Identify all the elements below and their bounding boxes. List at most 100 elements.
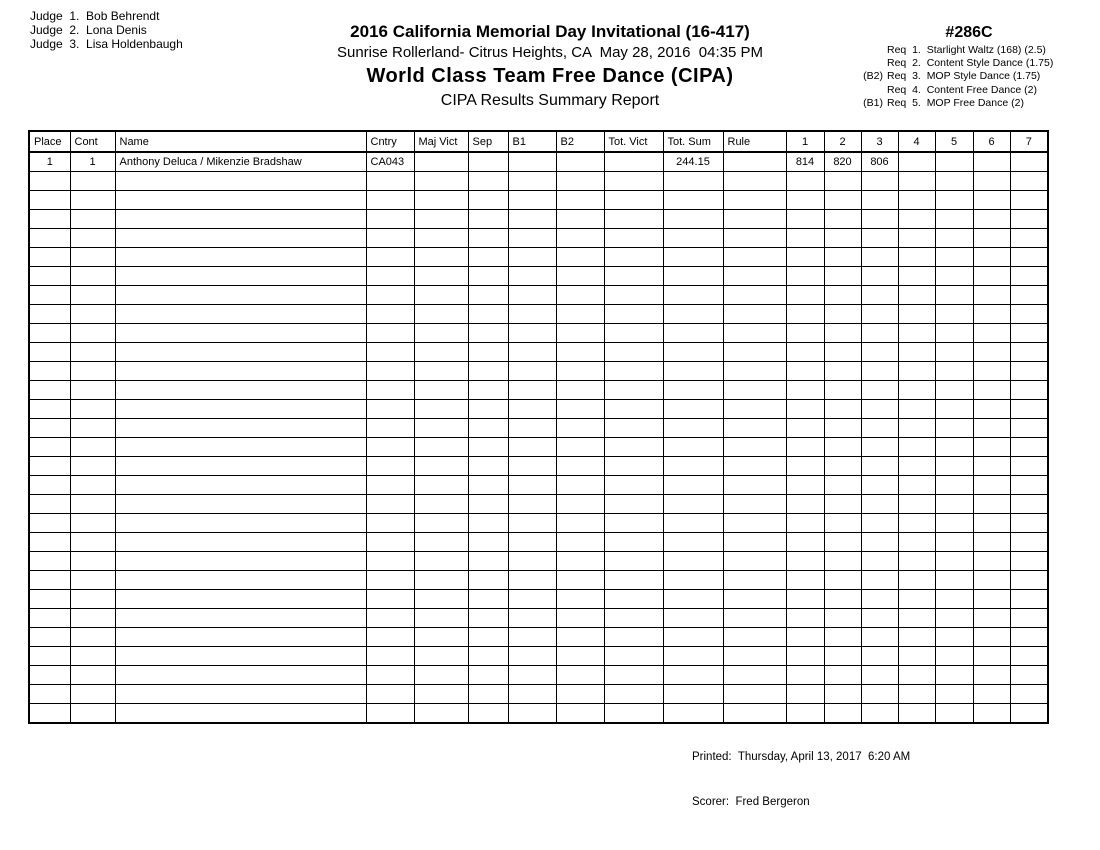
table-cell	[467, 646, 509, 666]
table-cell	[114, 304, 367, 324]
table-cell	[28, 551, 71, 571]
table-cell	[662, 627, 724, 647]
table-cell	[413, 171, 469, 191]
table-cell	[722, 437, 787, 457]
table-cell	[467, 513, 509, 533]
table-cell	[603, 399, 664, 419]
table-cell	[823, 285, 862, 305]
table-cell	[722, 532, 787, 552]
table-cell	[114, 285, 367, 305]
table-cell	[603, 475, 664, 495]
requirement-text: Req 2. Content Style Dance (1.75)	[887, 57, 1054, 70]
table-cell	[934, 380, 974, 400]
table-cell	[860, 456, 899, 476]
table-cell	[1009, 151, 1049, 172]
table-cell	[603, 380, 664, 400]
empty-row	[28, 570, 1049, 590]
table-cell	[413, 285, 469, 305]
table-cell	[1009, 266, 1049, 286]
column-header: Rule	[722, 130, 787, 153]
empty-row	[28, 646, 1049, 666]
table-cell	[467, 247, 509, 267]
table-cell	[114, 361, 367, 381]
table-cell	[413, 456, 469, 476]
table-cell	[507, 209, 557, 229]
table-cell	[823, 551, 862, 571]
table-cell	[507, 380, 557, 400]
table-cell	[114, 437, 367, 457]
table-cell	[365, 570, 415, 590]
table-cell	[69, 532, 116, 552]
table-cell	[897, 209, 936, 229]
table-cell	[467, 532, 509, 552]
table-cell	[28, 475, 71, 495]
table-cell	[722, 551, 787, 571]
table-cell	[785, 228, 825, 248]
scorer-line: Scorer: Fred Bergeron	[692, 796, 810, 808]
table-cell	[413, 532, 469, 552]
table-cell	[934, 494, 974, 514]
table-cell	[365, 228, 415, 248]
table-cell	[28, 437, 71, 457]
table-cell	[722, 209, 787, 229]
table-cell	[662, 456, 724, 476]
table-cell	[1009, 684, 1049, 704]
column-header: Name	[114, 130, 367, 153]
header-row: Place Cont Name Cntry Maj Vict Sep B1 B2 Tot. Vi…	[28, 130, 1049, 153]
table-cell	[114, 665, 367, 685]
table-cell	[507, 266, 557, 286]
table-cell	[934, 323, 974, 343]
column-header: 7	[1009, 130, 1049, 153]
table-cell	[934, 171, 974, 191]
table-cell	[860, 703, 899, 724]
table-cell	[972, 456, 1011, 476]
table-cell: 814	[785, 151, 825, 172]
table-cell	[934, 437, 974, 457]
table-cell	[722, 494, 787, 514]
table-cell: CA043	[365, 151, 415, 172]
table-cell	[603, 703, 664, 724]
table-cell	[413, 247, 469, 267]
empty-row	[28, 285, 1049, 305]
table-cell	[897, 532, 936, 552]
table-cell	[722, 456, 787, 476]
table-cell	[785, 361, 825, 381]
table-cell	[860, 228, 899, 248]
table-cell	[785, 285, 825, 305]
table-cell	[897, 418, 936, 438]
requirement-line: (B2) Req 3. MOP Style Dance (1.75)	[853, 70, 1085, 83]
table-cell	[365, 684, 415, 704]
table-cell	[662, 703, 724, 724]
table-cell	[413, 209, 469, 229]
table-cell	[365, 190, 415, 210]
table-cell	[28, 380, 71, 400]
table-cell	[467, 494, 509, 514]
table-cell	[1009, 285, 1049, 305]
event-code: #286C	[945, 24, 993, 41]
table-cell	[934, 703, 974, 724]
table-cell	[555, 513, 605, 533]
table-cell	[934, 418, 974, 438]
table-cell	[1009, 171, 1049, 191]
table-cell	[555, 228, 605, 248]
table-cell	[28, 247, 71, 267]
table-cell	[897, 437, 936, 457]
table-cell	[603, 247, 664, 267]
table-cell	[897, 228, 936, 248]
table-cell	[722, 665, 787, 685]
table-cell	[114, 494, 367, 514]
table-cell	[555, 399, 605, 419]
table-cell	[28, 703, 71, 724]
table-cell	[507, 247, 557, 267]
table-cell	[413, 418, 469, 438]
table-cell	[28, 266, 71, 286]
table-cell	[860, 551, 899, 571]
table-cell	[413, 475, 469, 495]
empty-row	[28, 703, 1049, 724]
table-cell	[28, 323, 71, 343]
table-cell	[785, 418, 825, 438]
table-cell	[365, 513, 415, 533]
table-cell	[662, 589, 724, 609]
table-cell	[972, 304, 1011, 324]
table-cell	[785, 342, 825, 362]
